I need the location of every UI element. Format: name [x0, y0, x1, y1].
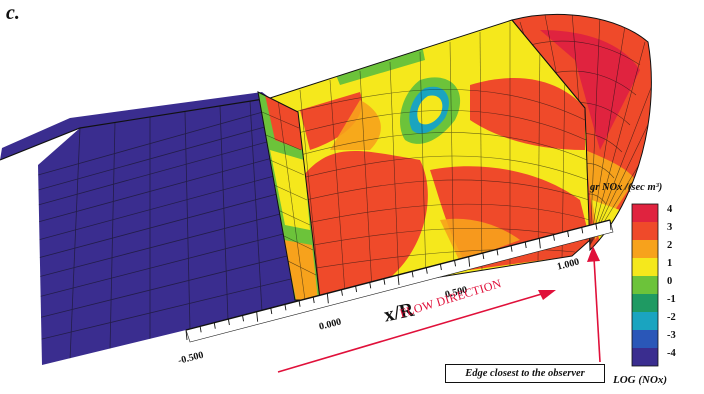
legend-level-label: 4	[667, 204, 673, 215]
axis-tick-mark	[227, 318, 230, 326]
legend-swatch	[632, 330, 658, 348]
legend-swatch	[632, 348, 658, 366]
axis-tick-mark	[510, 245, 513, 252]
legend-swatch	[632, 222, 658, 240]
axis-tick-mark	[454, 260, 456, 267]
legend-level-label: -3	[667, 330, 676, 341]
edge-caption: Edge closest to the observer	[445, 364, 605, 383]
axis-tick-mark	[425, 267, 428, 274]
combustor-curved-surface	[269, 19, 591, 301]
inlet-cross-section	[257, 91, 321, 301]
legend-swatch	[632, 312, 658, 330]
legend-level-label: 0	[667, 276, 673, 287]
axis-tick-mark	[284, 304, 287, 311]
legend-swatch	[632, 204, 658, 222]
legend-swatch	[632, 276, 658, 294]
axis-tick-mark	[538, 238, 541, 249]
axis-ruler	[185, 219, 614, 343]
axis-tick-mark	[468, 256, 471, 267]
legend-unit-label: gr NOx /(sec m³)	[590, 182, 663, 193]
legend-level-label: -4	[667, 348, 676, 359]
panel-label: c.	[6, 2, 20, 24]
legend-level-label: -1	[667, 294, 676, 305]
axis-tick-mark	[581, 227, 584, 234]
legend-swatch	[632, 240, 658, 258]
axis-tick-mark	[242, 315, 244, 322]
axis-tick-mark	[482, 252, 485, 260]
legend-footer-label: LOG (NOx)	[613, 374, 668, 386]
axis-tick-mark	[355, 285, 358, 293]
edge-pointer-arrow	[587, 246, 601, 363]
legend-level-label: -2	[667, 312, 676, 323]
axis-tick-mark	[567, 230, 570, 238]
legend-level-label: 3	[667, 222, 673, 233]
axis-tick-mark	[553, 234, 555, 241]
legend-swatch	[632, 294, 658, 312]
axis-tick-mark	[439, 263, 442, 271]
axis-tick-mark	[213, 322, 216, 329]
legend-colorbar	[631, 203, 659, 367]
legend-level-label: 2	[667, 240, 673, 251]
axis-tick-mark	[199, 326, 202, 333]
axis-tick-mark	[326, 293, 329, 304]
axis-tick-mark	[185, 329, 188, 341]
axis-tick-mark	[595, 223, 598, 230]
upstream-wall-surface	[0, 92, 300, 365]
axis-tick-mark	[524, 241, 527, 249]
axis-tick-mark	[298, 300, 301, 307]
flow-direction-arrow	[277, 290, 556, 373]
axis-tick-mark	[270, 307, 273, 315]
axis-tick-mark	[256, 311, 259, 322]
axis-tick-mark	[496, 249, 499, 256]
axis-tick-mark	[341, 289, 343, 296]
legend-swatch	[632, 258, 658, 276]
axis-tick-mark	[312, 296, 315, 304]
axis-tick-mark	[383, 278, 386, 285]
axis-tick-mark	[609, 219, 612, 231]
axis-tick-mark	[369, 282, 372, 289]
legend-level-label: 1	[667, 258, 673, 269]
axis-tick-mark	[411, 271, 414, 278]
axis-tick-mark	[397, 274, 400, 286]
